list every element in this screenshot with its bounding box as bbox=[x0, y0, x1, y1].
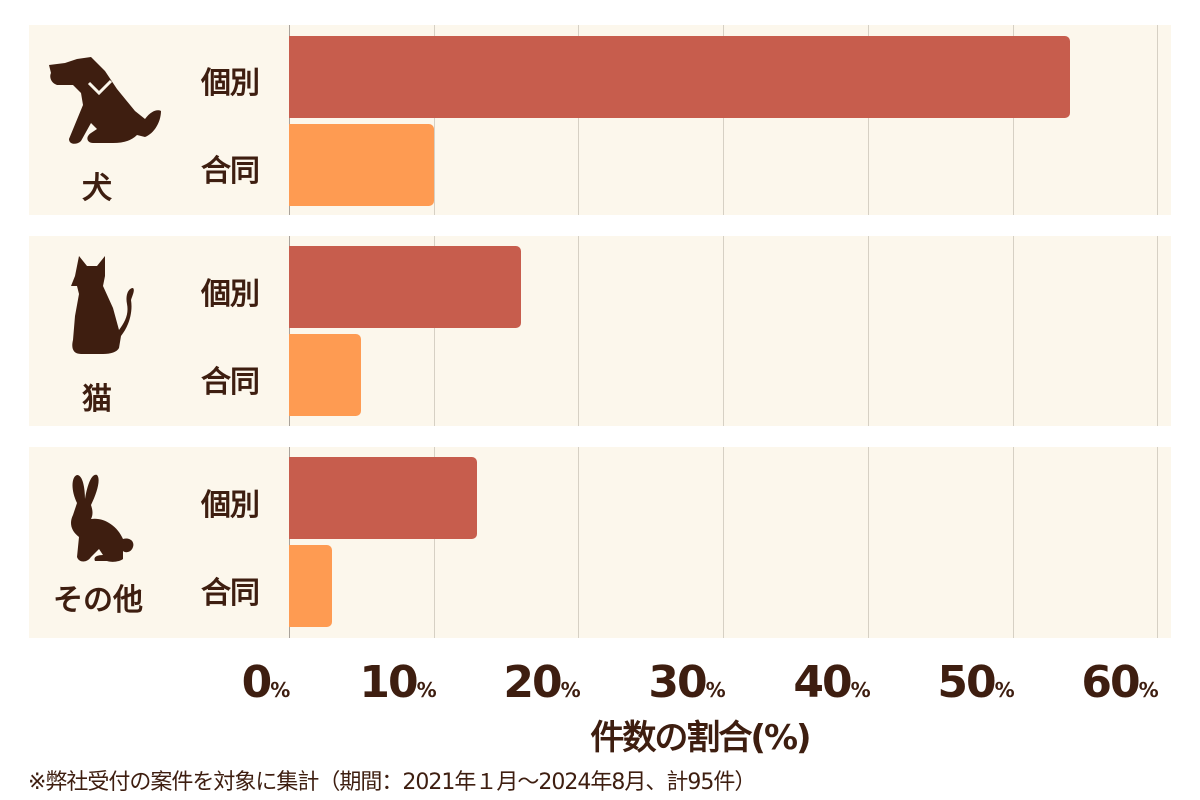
tick-10: 10% bbox=[359, 657, 437, 708]
rabbit-icon bbox=[71, 474, 134, 562]
gridline-10 bbox=[434, 447, 435, 638]
tick-40: 40% bbox=[793, 657, 871, 708]
gridline-10 bbox=[434, 25, 435, 215]
gridline-60 bbox=[1157, 236, 1158, 426]
bar-other-individual bbox=[289, 457, 477, 539]
sub-label-individual: 個別 bbox=[201, 277, 260, 312]
gridline-30 bbox=[723, 447, 724, 638]
bar-cat-individual bbox=[289, 246, 521, 328]
gridline-50 bbox=[1013, 25, 1014, 215]
tick-0: 0% bbox=[241, 657, 291, 708]
bar-dog-individual bbox=[289, 36, 1070, 118]
gridline-40 bbox=[868, 25, 869, 215]
sub-label-individual: 個別 bbox=[201, 66, 260, 101]
gridline-60 bbox=[1157, 25, 1158, 215]
gridline-20 bbox=[578, 447, 579, 638]
gridline-60 bbox=[1157, 447, 1158, 638]
sub-label-individual: 個別 bbox=[201, 488, 260, 523]
gridline-30 bbox=[723, 236, 724, 426]
gridline-50 bbox=[1013, 447, 1014, 638]
dog-icon bbox=[49, 57, 161, 144]
gridline-40 bbox=[868, 236, 869, 426]
tick-20: 20% bbox=[503, 657, 581, 708]
sub-label-joint: 合同 bbox=[201, 576, 260, 611]
gridline-20 bbox=[578, 236, 579, 426]
axis-line bbox=[289, 447, 290, 638]
gridline-40 bbox=[868, 447, 869, 638]
bar-dog-joint bbox=[289, 124, 434, 206]
group-label-dog: 犬 bbox=[82, 171, 112, 206]
gridline-30 bbox=[723, 25, 724, 215]
gridline-10 bbox=[434, 236, 435, 426]
cat-icon bbox=[71, 256, 134, 354]
axis-line bbox=[289, 236, 290, 426]
group-panel-dog: 犬 個別 合同 bbox=[29, 25, 1171, 215]
group-panel-cat: 猫 個別 合同 bbox=[29, 236, 1171, 426]
group-panel-other: その他 個別 合同 bbox=[29, 447, 1171, 638]
bar-cat-joint bbox=[289, 334, 361, 416]
axis-line bbox=[289, 25, 290, 215]
group-label-cat: 猫 bbox=[82, 382, 112, 417]
x-axis-label: 件数の割合(%) bbox=[590, 718, 811, 758]
gridline-20 bbox=[578, 25, 579, 215]
bar-other-joint bbox=[289, 545, 332, 627]
group-label-other: その他 bbox=[53, 583, 143, 618]
footnote: ※弊社受付の案件を対象に集計（期間：2021年１月～2024年8月、計95件） bbox=[28, 770, 756, 795]
sub-label-joint: 合同 bbox=[201, 154, 260, 189]
sub-label-joint: 合同 bbox=[201, 365, 260, 400]
tick-60: 60% bbox=[1081, 657, 1159, 708]
gridline-50 bbox=[1013, 236, 1014, 426]
tick-30: 30% bbox=[648, 657, 726, 708]
tick-50: 50% bbox=[937, 657, 1015, 708]
